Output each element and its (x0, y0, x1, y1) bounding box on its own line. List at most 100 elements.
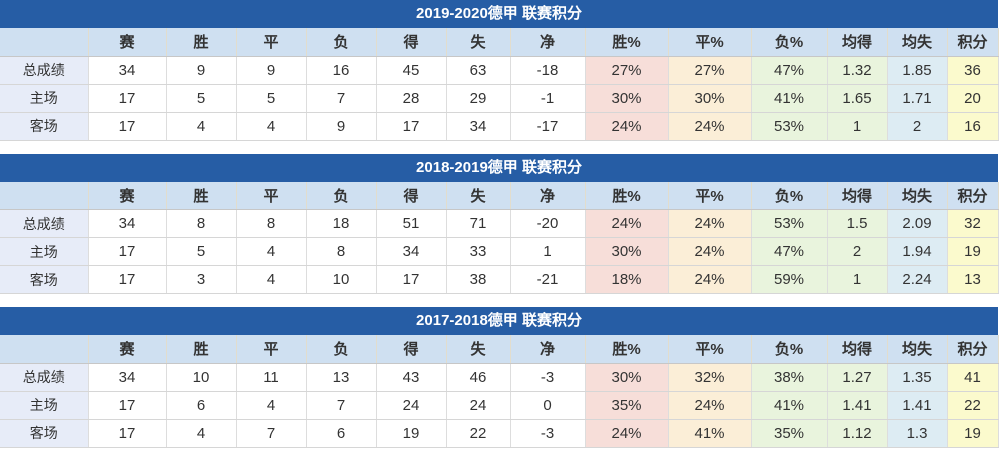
stat-cell: -21 (510, 265, 586, 294)
season-section-2017-2018: 2017-2018德甲 联赛积分 赛胜平负得失净胜% 平% 负% 均得 均失 积分 总成绩… (0, 307, 1001, 448)
stat-cell: 30% (585, 363, 669, 392)
stat-cell: 41% (668, 419, 752, 448)
stat-cell: 8 (306, 237, 377, 266)
stat-cell: 5 (166, 237, 237, 266)
column-header: 净 (510, 181, 586, 210)
header-row: 赛胜平负得失净胜% 平% 负% 均得 均失 积分 (0, 28, 999, 57)
stat-cell: 35% (585, 391, 669, 420)
stat-cell: 6 (306, 419, 377, 448)
stat-cell: 30% (585, 237, 669, 266)
season-title: 2019-2020德甲 联赛积分 (0, 0, 998, 28)
stat-cell: 47% (751, 56, 828, 85)
stat-cell: -20 (510, 209, 586, 238)
stats-row: 客场 17 4 7 6 19 22 -3 24% 41% 35% 1.12 1.3 19 (0, 419, 999, 448)
stats-row: 总成绩 34 10 11 13 43 46 -3 30% 32% 38% 1.27 1.35 41 (0, 363, 999, 392)
stat-cell: 20 (947, 84, 999, 113)
stats-row: 总成绩 34 8 8 18 51 71 -20 24% 24% 53% 1.5 2.09 32 (0, 209, 999, 238)
row-label: 主场 (0, 391, 89, 420)
stat-cell: 1.65 (827, 84, 888, 113)
column-header: 失 (446, 335, 511, 364)
stat-cell: 5 (166, 84, 237, 113)
stat-cell: 9 (306, 112, 377, 141)
stats-row: 主场 17 5 4 8 34 33 1 30% 24% 47% 2 1.94 19 (0, 237, 999, 266)
stat-cell: 2 (827, 237, 888, 266)
stat-cell: 19 (947, 237, 999, 266)
stat-cell: 47% (751, 237, 828, 266)
stat-cell: 22 (947, 391, 999, 420)
stat-cell: 1.5 (827, 209, 888, 238)
column-header: 负 (306, 335, 377, 364)
column-header: 赛 (88, 181, 167, 210)
stat-cell: 17 (88, 237, 167, 266)
stat-cell: 33 (446, 237, 511, 266)
stat-cell: 30% (585, 84, 669, 113)
column-header: 负 (306, 181, 377, 210)
season-section-2018-2019: 2018-2019德甲 联赛积分 赛胜平负得失净胜% 平% 负% 均得 均失 积分 总成绩… (0, 153, 1001, 294)
column-header: 胜 (166, 335, 237, 364)
stat-cell: 53% (751, 112, 828, 141)
row-label: 总成绩 (0, 209, 89, 238)
stat-cell: -1 (510, 84, 586, 113)
column-header: 平% (668, 181, 752, 210)
stat-cell: -3 (510, 419, 586, 448)
header-row: 赛胜平负得失净胜% 平% 负% 均得 均失 积分 (0, 335, 999, 364)
stat-cell: 24% (668, 391, 752, 420)
stat-cell: -3 (510, 363, 586, 392)
stat-cell: 17 (88, 112, 167, 141)
column-header: 净 (510, 28, 586, 57)
row-label: 客场 (0, 265, 89, 294)
stat-cell: 34 (88, 363, 167, 392)
column-header: 均失 (887, 181, 948, 210)
stat-cell: 1.85 (887, 56, 948, 85)
stat-cell: 5 (236, 84, 307, 113)
stat-cell: 17 (376, 112, 447, 141)
column-header: 积分 (947, 335, 999, 364)
stat-cell: 24 (376, 391, 447, 420)
header-row: 赛胜平负得失净胜% 平% 负% 均得 均失 积分 (0, 181, 999, 210)
stat-cell: 17 (88, 84, 167, 113)
stats-row: 主场 17 5 5 7 28 29 -1 30% 30% 41% 1.65 1.71 20 (0, 84, 999, 113)
stat-cell: 0 (510, 391, 586, 420)
stat-cell: 24% (585, 112, 669, 141)
stat-cell: 4 (236, 112, 307, 141)
stat-cell: 19 (947, 419, 999, 448)
column-header: 负% (751, 335, 828, 364)
stats-row: 客场 17 3 4 10 17 38 -21 18% 24% 59% 1 2.24 13 (0, 265, 999, 294)
season-title: 2018-2019德甲 联赛积分 (0, 153, 998, 182)
corner-cell (0, 335, 89, 364)
stat-cell: 41% (751, 84, 828, 113)
stat-cell: 19 (376, 419, 447, 448)
corner-cell (0, 28, 89, 57)
stat-cell: 38 (446, 265, 511, 294)
stat-cell: 1 (510, 237, 586, 266)
column-header: 均得 (827, 335, 888, 364)
stat-cell: 53% (751, 209, 828, 238)
stat-cell: 24 (446, 391, 511, 420)
column-header: 得 (376, 335, 447, 364)
stat-cell: 41 (947, 363, 999, 392)
column-header: 胜 (166, 181, 237, 210)
season-title: 2017-2018德甲 联赛积分 (0, 307, 998, 335)
column-header: 平% (668, 335, 752, 364)
stat-cell: 16 (947, 112, 999, 141)
column-header: 得 (376, 28, 447, 57)
column-header: 负% (751, 28, 828, 57)
stat-cell: 27% (668, 56, 752, 85)
stat-cell: 4 (236, 391, 307, 420)
stat-cell: 4 (236, 237, 307, 266)
stat-cell: 4 (236, 265, 307, 294)
column-header: 均得 (827, 181, 888, 210)
column-header: 平% (668, 28, 752, 57)
column-header: 负 (306, 28, 377, 57)
column-header: 胜% (585, 28, 669, 57)
stat-cell: 29 (446, 84, 511, 113)
stats-table: 赛胜平负得失净胜% 平% 负% 均得 均失 积分 总成绩 34 8 8 18 51 71 -20 24% 2… (0, 181, 999, 294)
stat-cell: 2.09 (887, 209, 948, 238)
stat-cell: 1.71 (887, 84, 948, 113)
stat-cell: 2 (887, 112, 948, 141)
column-header: 失 (446, 181, 511, 210)
column-header: 积分 (947, 28, 999, 57)
column-header: 失 (446, 28, 511, 57)
stat-cell: 24% (668, 112, 752, 141)
stat-cell: 22 (446, 419, 511, 448)
